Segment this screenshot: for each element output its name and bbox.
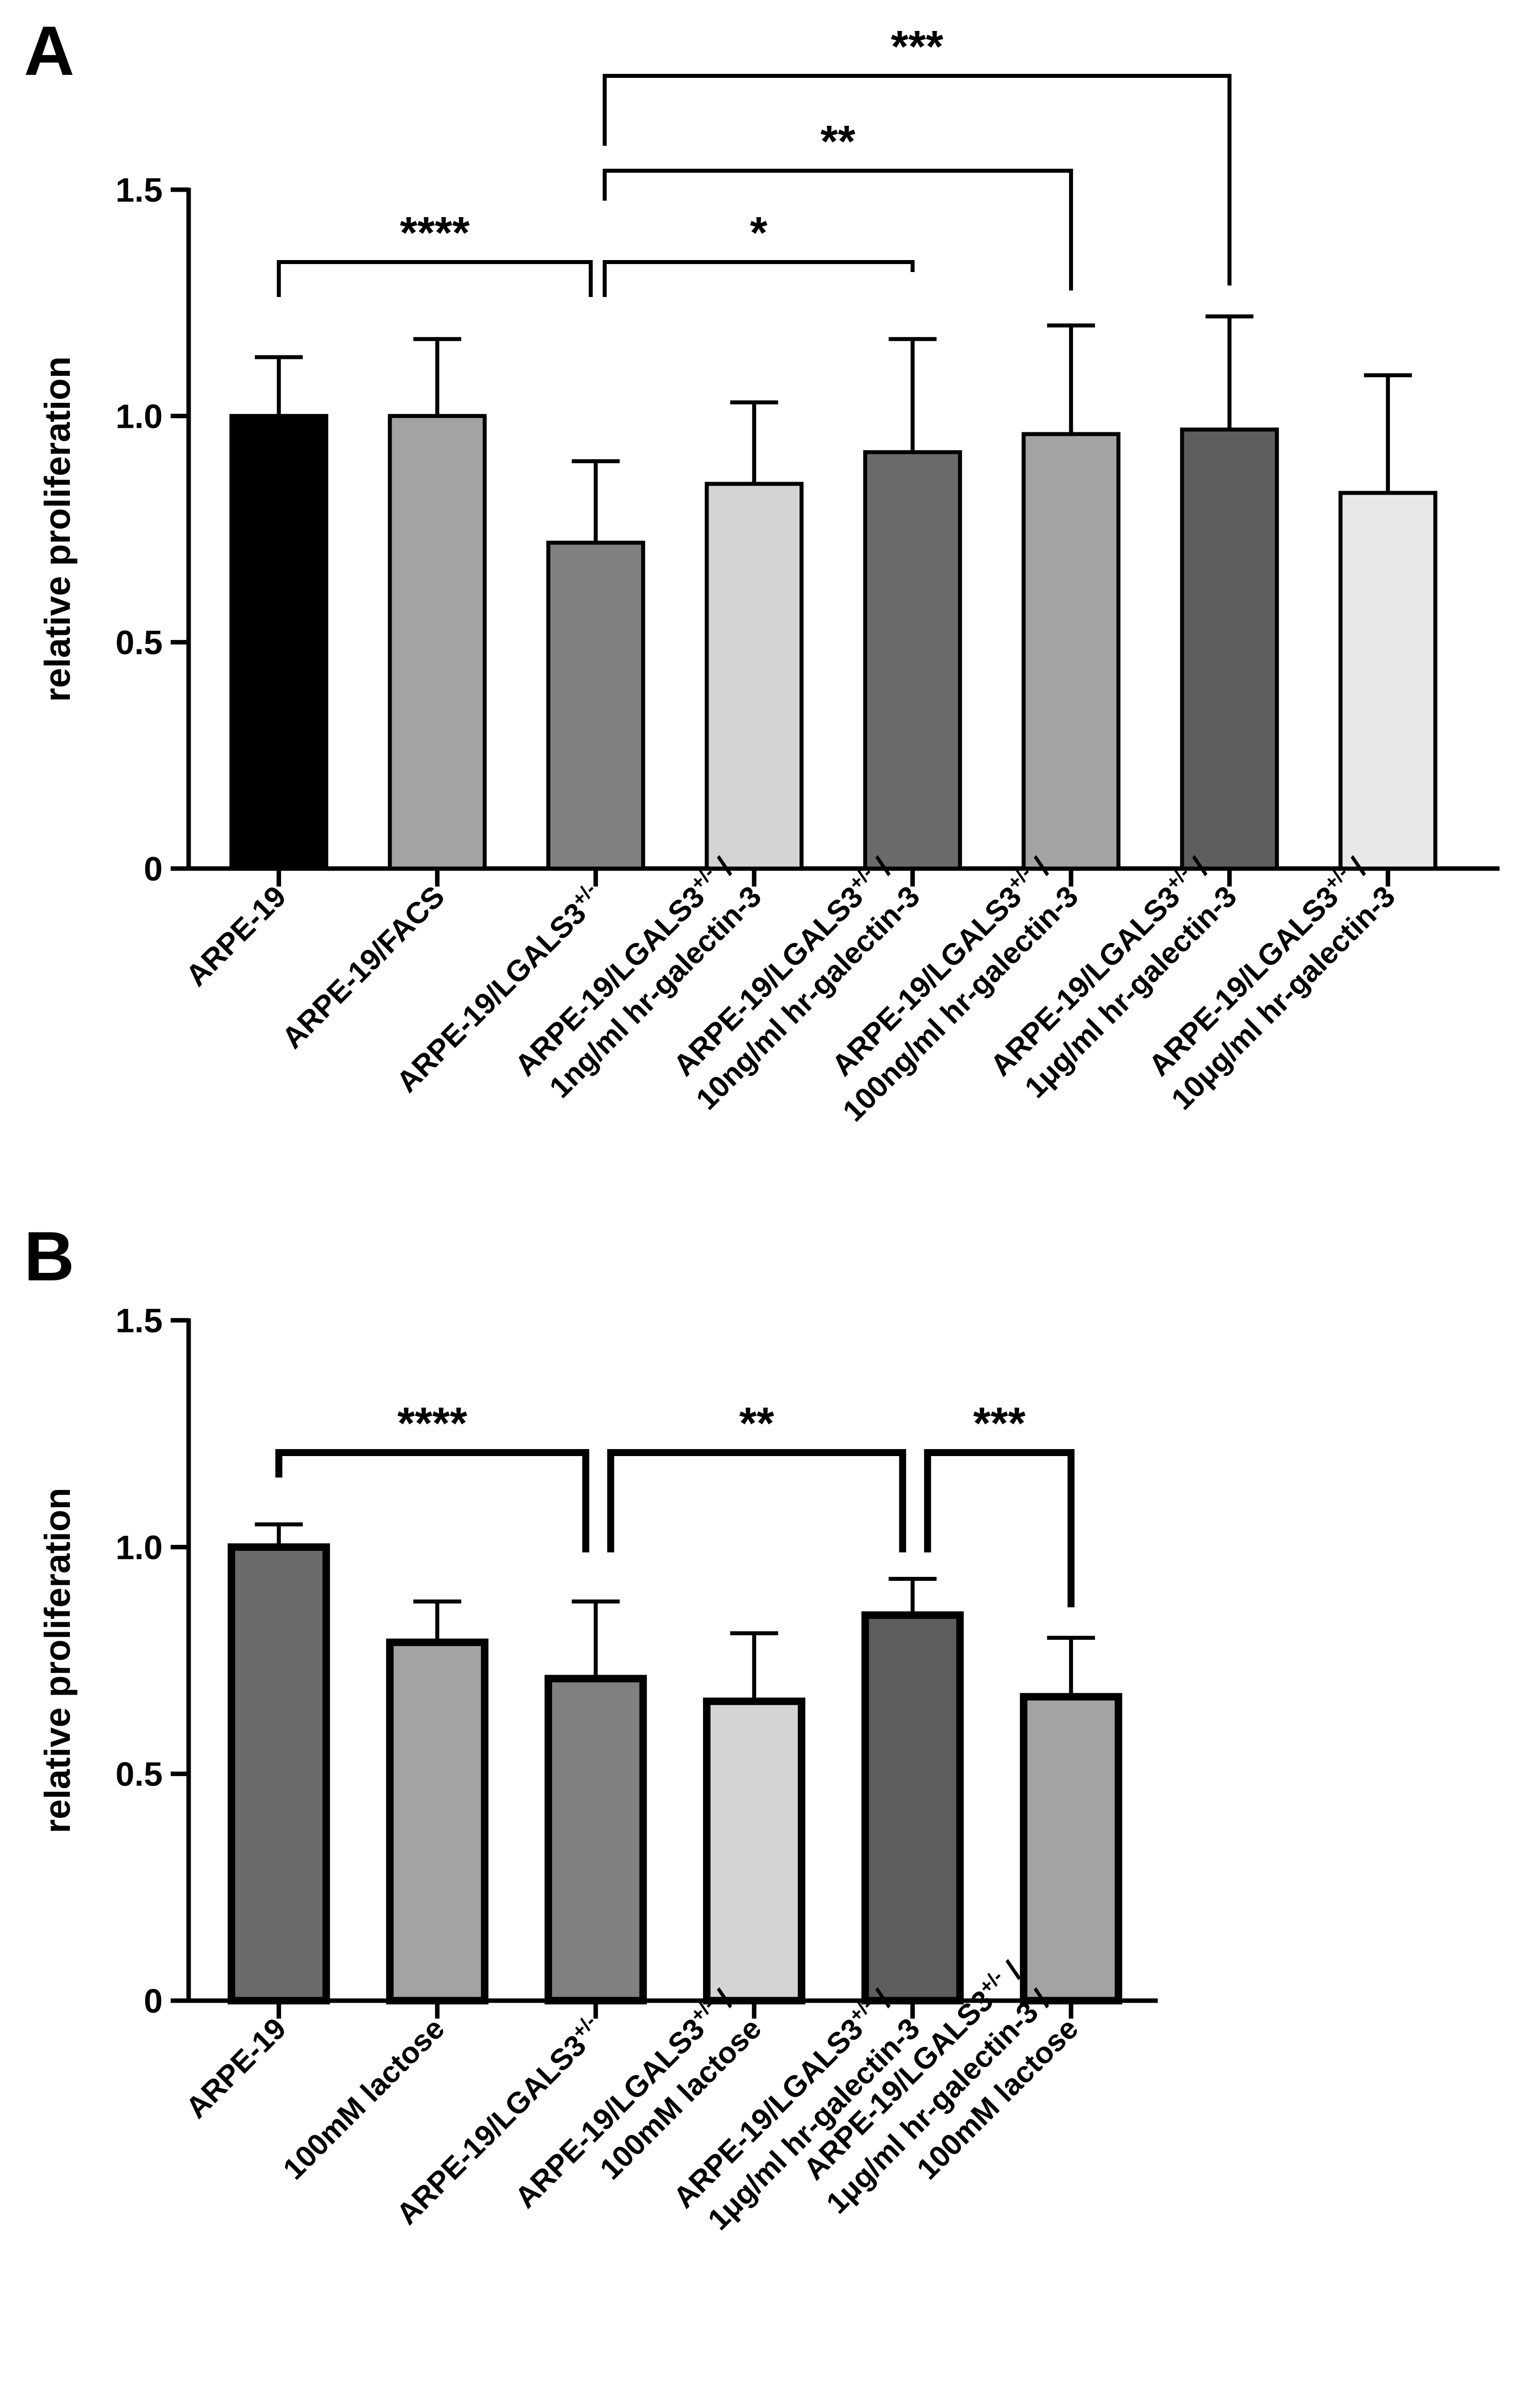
panel-a-y-tick-label: 1.5 <box>115 171 163 209</box>
panel-a-significance-label: *** <box>891 22 943 72</box>
panel-a-significance-bracket <box>602 260 915 297</box>
panel-b-bar <box>386 1638 489 2005</box>
panel-b-y-tick-label: 1.0 <box>115 1528 163 1566</box>
panel-b-y-tick-label: 1.5 <box>115 1302 163 1340</box>
panel-letter-a: A <box>24 11 74 90</box>
chart-panel-a: 0 0.5 1.0 1.5 relative proliferation ARPE-19A… <box>38 22 1500 1128</box>
panel-b-bar <box>861 1611 964 2005</box>
panel-b-y-tick-label: 0.5 <box>115 1756 163 1793</box>
panel-letter-b: B <box>24 1217 74 1295</box>
panel-b-y-axis-title: relative proliferation <box>38 1488 78 1833</box>
panel-a-significance-label: * <box>750 208 768 258</box>
panel-a-significance-bracket <box>276 260 593 297</box>
panel-a-bar <box>863 450 962 871</box>
panel-b-bar <box>1020 1693 1122 2005</box>
panel-b-bar <box>228 1543 330 2005</box>
panel-b-significance-label: *** <box>973 1399 1026 1449</box>
panel-a-y-axis-title: relative proliferation <box>38 356 78 702</box>
panel-b-bar <box>703 1697 805 2005</box>
panel-a-significance-bracket <box>602 169 1073 291</box>
panel-a-bar <box>546 541 645 871</box>
panel-a-y-tick-label: 1.0 <box>115 397 163 435</box>
panel-a-significance-bracket <box>602 74 1232 286</box>
panel-b-significance-label: ** <box>739 1399 774 1449</box>
panel-b-y-tick-label: 0 <box>144 1982 163 2020</box>
panel-a-bar <box>1180 427 1279 871</box>
panel-b-x-tick-label: 100mM lactose <box>276 2012 451 2186</box>
panel-b-significance-bracket <box>275 1449 589 1552</box>
panel-b-bar <box>544 1675 647 2005</box>
panel-a-significance-label: ** <box>820 117 855 167</box>
panel-a-y-tick-label: 0.5 <box>115 624 163 662</box>
panel-a-bar <box>229 414 328 871</box>
panel-b-x-tick-label: ARPE-19 <box>179 2012 292 2125</box>
panel-b-significance-bracket <box>607 1449 906 1552</box>
panel-a-bar <box>388 414 487 871</box>
panel-b-significance-bracket <box>924 1449 1075 1607</box>
chart-panel-b: 0 0.5 1.0 1.5 relative proliferation ARPE-191… <box>38 1302 1158 2236</box>
panel-a-bar <box>1338 491 1438 871</box>
panel-a-x-tick-label: ARPE-19/FACS <box>275 880 451 1055</box>
panel-a-bar <box>1022 432 1121 871</box>
panel-a-bar <box>705 482 804 871</box>
panel-a-x-tick-label: ARPE-19 <box>179 880 292 993</box>
panel-a-y-tick-label: 0 <box>144 850 163 888</box>
panel-b-significance-label: **** <box>397 1399 467 1449</box>
panel-a-significance-label: **** <box>400 208 470 258</box>
